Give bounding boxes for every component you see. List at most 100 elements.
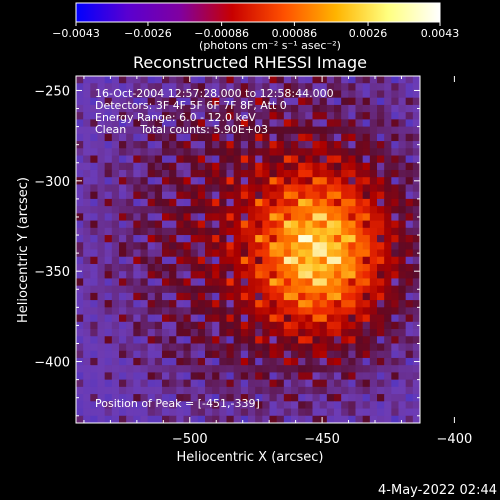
heatmap-cell bbox=[83, 169, 91, 178]
heatmap-cell bbox=[391, 249, 400, 258]
heatmap-cell bbox=[319, 329, 328, 337]
heatmap-cell bbox=[190, 191, 199, 200]
heatmap-cell bbox=[384, 242, 392, 251]
heatmap-cell bbox=[169, 379, 177, 388]
heatmap-cell bbox=[176, 357, 185, 366]
heatmap-cell bbox=[119, 271, 127, 280]
heatmap-cell bbox=[205, 206, 213, 214]
heatmap-cell bbox=[233, 184, 242, 193]
heatmap-cell bbox=[362, 278, 371, 287]
heatmap-cell bbox=[248, 235, 256, 243]
heatmap-cell bbox=[104, 263, 113, 272]
heatmap-cell bbox=[147, 314, 156, 323]
heatmap-cell bbox=[334, 379, 342, 388]
heatmap-cell bbox=[283, 365, 292, 373]
heatmap-cell bbox=[176, 292, 185, 301]
heatmap-cell bbox=[269, 292, 278, 301]
heatmap-cell bbox=[391, 141, 400, 149]
heatmap-cell bbox=[212, 112, 220, 120]
heatmap-cell bbox=[405, 357, 414, 366]
heatmap-cell bbox=[255, 321, 263, 330]
heatmap-cell bbox=[319, 133, 328, 142]
heatmap-cell bbox=[140, 227, 149, 236]
heatmap-cell bbox=[319, 401, 328, 410]
heatmap-cell bbox=[405, 415, 414, 423]
heatmap-cell bbox=[384, 292, 392, 301]
heatmap-cell bbox=[104, 162, 113, 171]
heatmap-cell bbox=[190, 401, 199, 410]
heatmap-cell bbox=[126, 386, 134, 395]
heatmap-cell bbox=[298, 408, 306, 417]
heatmap-cell bbox=[255, 365, 263, 373]
heatmap-cell bbox=[384, 148, 392, 157]
heatmap-cell bbox=[233, 321, 242, 330]
heatmap-cell bbox=[298, 169, 306, 178]
heatmap-cell bbox=[240, 169, 249, 178]
heatmap-cell bbox=[126, 162, 134, 171]
heatmap-cell bbox=[212, 83, 220, 92]
heatmap-cell bbox=[169, 401, 177, 410]
heatmap-cell bbox=[398, 76, 407, 84]
heatmap-cell bbox=[154, 285, 163, 294]
heatmap-cell bbox=[90, 184, 99, 193]
heatmap-cell bbox=[140, 278, 149, 287]
heatmap-cell bbox=[255, 184, 263, 193]
heatmap-cell bbox=[147, 126, 156, 135]
heatmap-cell bbox=[355, 249, 364, 258]
heatmap-cell bbox=[162, 213, 170, 222]
heatmap-cell bbox=[312, 357, 321, 366]
heatmap-cell bbox=[276, 191, 285, 200]
heatmap-cell bbox=[369, 90, 378, 99]
heatmap-cell bbox=[226, 184, 235, 193]
heatmap-cell bbox=[212, 271, 220, 280]
heatmap-cell bbox=[283, 357, 292, 366]
heatmap-cell bbox=[212, 300, 220, 308]
heatmap-cell bbox=[291, 372, 299, 381]
heatmap-cell bbox=[133, 169, 142, 178]
heatmap-cell bbox=[240, 235, 249, 243]
heatmap-cell bbox=[391, 198, 400, 207]
heatmap-cell bbox=[183, 155, 192, 164]
heatmap-cell bbox=[190, 83, 199, 92]
heatmap-cell bbox=[83, 379, 91, 388]
heatmap-cell bbox=[126, 177, 134, 186]
heatmap-cell bbox=[190, 119, 199, 128]
heatmap-cell bbox=[183, 220, 192, 229]
heatmap-cell bbox=[384, 83, 392, 92]
heatmap-cell bbox=[90, 83, 99, 92]
heatmap-cell bbox=[276, 329, 285, 337]
heatmap-cell bbox=[276, 394, 285, 402]
heatmap-cell bbox=[90, 336, 99, 345]
heatmap-cell bbox=[133, 292, 142, 301]
heatmap-cell bbox=[405, 350, 414, 359]
heatmap-cell bbox=[176, 76, 185, 84]
heatmap-cell bbox=[262, 191, 271, 200]
heatmap-cell bbox=[412, 271, 420, 280]
heatmap-cell bbox=[219, 307, 228, 316]
heatmap-cell bbox=[83, 357, 91, 366]
heatmap-cell bbox=[147, 408, 156, 417]
heatmap-cell bbox=[197, 213, 206, 222]
heatmap-cell bbox=[355, 278, 364, 287]
heatmap-cell bbox=[405, 408, 414, 417]
heatmap-cell bbox=[226, 148, 235, 157]
heatmap-cell bbox=[119, 408, 127, 417]
heatmap-cell bbox=[269, 148, 278, 157]
heatmap-cell bbox=[391, 227, 400, 236]
heatmap-cell bbox=[348, 336, 357, 345]
heatmap-cell bbox=[355, 227, 364, 236]
heatmap-cell bbox=[391, 119, 400, 128]
heatmap-cell bbox=[269, 162, 278, 171]
x-tick-label: −400 bbox=[437, 432, 473, 447]
heatmap-cell bbox=[334, 90, 342, 99]
heatmap-cell bbox=[255, 155, 263, 164]
heatmap-cell bbox=[76, 307, 84, 316]
heatmap-cell bbox=[312, 213, 321, 222]
heatmap-cell bbox=[176, 198, 185, 207]
heatmap-cell bbox=[391, 307, 400, 316]
heatmap-cell bbox=[133, 177, 142, 186]
heatmap-cell bbox=[83, 177, 91, 186]
heatmap-cell bbox=[154, 242, 163, 251]
heatmap-cell bbox=[183, 336, 192, 345]
heatmap-cell bbox=[355, 198, 364, 207]
